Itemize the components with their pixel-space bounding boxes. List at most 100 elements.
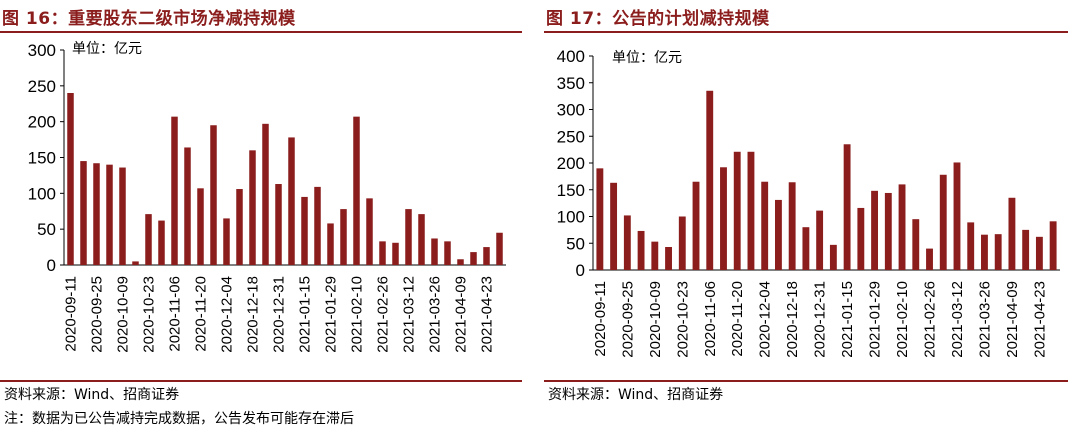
unit-label: 单位：亿元 bbox=[612, 50, 682, 66]
bar bbox=[720, 167, 727, 270]
bar bbox=[678, 216, 686, 270]
x-tick-label: 2021-04-09 bbox=[453, 276, 470, 353]
x-tick-label: 2021-02-10 bbox=[349, 276, 366, 353]
x-tick-label: 2021-01-29 bbox=[323, 276, 340, 353]
x-tick-label: 2021-02-26 bbox=[922, 281, 939, 358]
bar bbox=[994, 234, 1002, 270]
y-tick-label: 200 bbox=[557, 154, 585, 173]
bar bbox=[353, 116, 360, 266]
bar bbox=[898, 184, 906, 270]
y-tick-label: 50 bbox=[566, 234, 585, 253]
bar bbox=[483, 247, 490, 265]
bar bbox=[457, 259, 464, 265]
bar bbox=[871, 190, 879, 270]
x-tick-label: 2020-12-18 bbox=[245, 276, 262, 353]
bar bbox=[884, 192, 892, 270]
y-tick-label: 400 bbox=[557, 47, 585, 66]
x-tick-label: 2021-01-29 bbox=[867, 281, 884, 358]
bar bbox=[1008, 197, 1016, 270]
bar bbox=[340, 209, 347, 265]
bar bbox=[158, 220, 165, 265]
x-tick-label: 2020-11-20 bbox=[193, 276, 210, 352]
bar bbox=[301, 196, 308, 265]
bar bbox=[596, 168, 604, 270]
bar bbox=[275, 184, 282, 265]
x-tick-label: 2020-10-23 bbox=[674, 281, 691, 358]
y-tick-label: 250 bbox=[28, 77, 56, 96]
bar bbox=[262, 123, 269, 265]
y-tick-label: 50 bbox=[37, 220, 56, 239]
bar bbox=[392, 242, 399, 265]
x-tick-label: 2020-12-31 bbox=[812, 281, 829, 358]
x-tick-label: 2020-11-06 bbox=[167, 276, 184, 352]
bar bbox=[706, 90, 714, 271]
bar bbox=[829, 244, 837, 270]
x-tick-label: 2021-03-26 bbox=[427, 276, 444, 353]
bar bbox=[444, 241, 451, 265]
bar bbox=[184, 147, 191, 265]
source-rule bbox=[544, 380, 1068, 382]
bar bbox=[67, 93, 74, 265]
bar bbox=[366, 198, 373, 265]
bar bbox=[912, 219, 920, 270]
x-tick-label: 2021-02-26 bbox=[375, 276, 392, 353]
x-tick-label: 2021-03-12 bbox=[401, 276, 418, 353]
bar bbox=[747, 151, 755, 270]
x-tick-label: 2020-10-23 bbox=[141, 276, 158, 353]
y-tick-label: 150 bbox=[557, 181, 585, 200]
source-note: 资料来源：Wind、招商证券 bbox=[548, 387, 724, 403]
y-tick-label: 300 bbox=[557, 101, 585, 120]
x-tick-label: 2021-04-23 bbox=[479, 276, 496, 353]
bar-chart-net-reduction: 0 50 100 150 200 250 300 2020-09-11 2020-09-25 20… bbox=[28, 41, 506, 353]
bar bbox=[1022, 229, 1030, 270]
bar bbox=[761, 181, 769, 270]
bar bbox=[1049, 221, 1057, 270]
bar bbox=[314, 186, 321, 265]
x-tick-label: 2020-12-18 bbox=[784, 281, 801, 358]
bar bbox=[132, 261, 139, 265]
x-tick-label: 2021-04-23 bbox=[1031, 281, 1048, 358]
bar bbox=[623, 215, 631, 270]
bar bbox=[953, 162, 961, 270]
bar bbox=[788, 182, 796, 270]
chart-panel-left: 图 16：重要股东二级市场净减持规模 0 50 100 150 200 250 300 202… bbox=[0, 0, 530, 434]
y-tick-label: 150 bbox=[28, 149, 56, 168]
x-tick-label: 2020-09-25 bbox=[89, 276, 106, 353]
bar bbox=[93, 163, 100, 265]
bar bbox=[418, 214, 425, 265]
bar bbox=[379, 241, 386, 265]
bar bbox=[939, 174, 947, 270]
bar bbox=[981, 234, 988, 270]
y-tick-label: 100 bbox=[557, 208, 585, 227]
bar bbox=[470, 252, 477, 265]
bar bbox=[171, 116, 178, 266]
bar bbox=[665, 246, 672, 270]
title-rule bbox=[0, 31, 522, 33]
bar bbox=[119, 167, 126, 265]
x-tick-label: 2021-04-09 bbox=[1004, 281, 1021, 358]
bar bbox=[843, 144, 851, 270]
x-tick-label: 2020-09-11 bbox=[592, 281, 609, 357]
chart-title: 图 17：公告的计划减持规模 bbox=[546, 9, 770, 29]
bar-chart-planned-reduction: 0 50 100 150 200 250 300 350 400 2020-09-11 2020-0… bbox=[557, 47, 1060, 358]
bar bbox=[967, 222, 975, 270]
bar bbox=[80, 161, 87, 265]
unit-label: 单位：亿元 bbox=[72, 41, 142, 57]
x-tick-label: 2020-10-09 bbox=[647, 281, 664, 358]
bar bbox=[145, 214, 152, 265]
bar bbox=[692, 181, 700, 270]
x-tick-label: 2021-03-26 bbox=[976, 281, 993, 358]
x-tick-label: 2020-09-25 bbox=[619, 281, 636, 358]
bar bbox=[610, 182, 618, 270]
bar bbox=[857, 207, 865, 270]
x-tick-label: 2020-10-09 bbox=[115, 276, 132, 353]
y-tick-label: 250 bbox=[557, 127, 585, 146]
x-tick-label: 2020-09-11 bbox=[63, 276, 80, 352]
title-rule bbox=[544, 31, 1068, 33]
x-tick-label: 2020-11-20 bbox=[729, 281, 746, 357]
y-tick-label: 0 bbox=[576, 261, 585, 280]
bar bbox=[774, 199, 782, 270]
source-rule bbox=[0, 380, 522, 382]
x-tick-label: 2020-11-06 bbox=[702, 281, 719, 357]
x-tick-label: 2021-01-15 bbox=[297, 276, 314, 353]
